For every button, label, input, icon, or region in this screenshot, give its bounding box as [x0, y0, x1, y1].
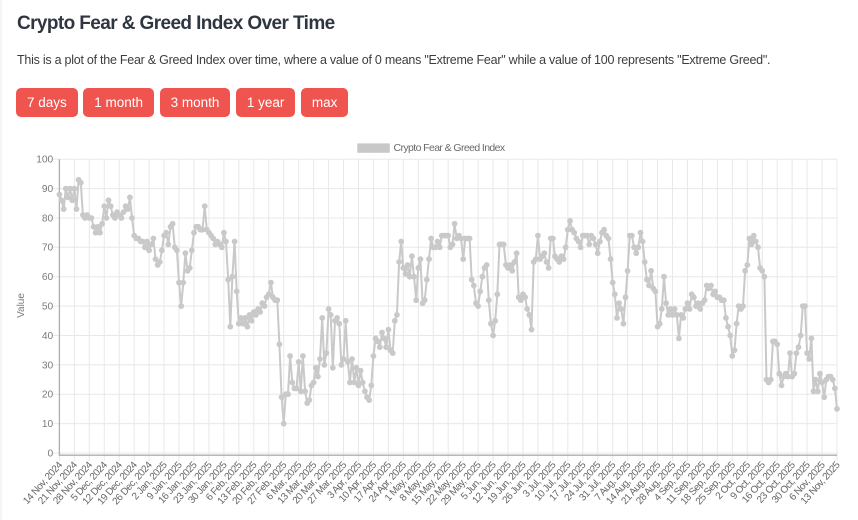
- svg-text:0: 0: [48, 448, 54, 459]
- svg-text:30: 30: [42, 360, 54, 371]
- svg-text:60: 60: [42, 272, 54, 283]
- svg-text:10: 10: [42, 419, 54, 430]
- svg-text:Value: Value: [16, 293, 27, 318]
- svg-text:90: 90: [42, 184, 54, 195]
- svg-text:70: 70: [42, 243, 54, 254]
- svg-text:50: 50: [42, 302, 54, 313]
- svg-text:100: 100: [36, 155, 53, 166]
- svg-text:80: 80: [42, 213, 54, 224]
- svg-text:Crypto Fear & Greed Index: Crypto Fear & Greed Index: [394, 142, 506, 154]
- svg-text:20: 20: [42, 390, 54, 401]
- svg-text:40: 40: [42, 331, 54, 342]
